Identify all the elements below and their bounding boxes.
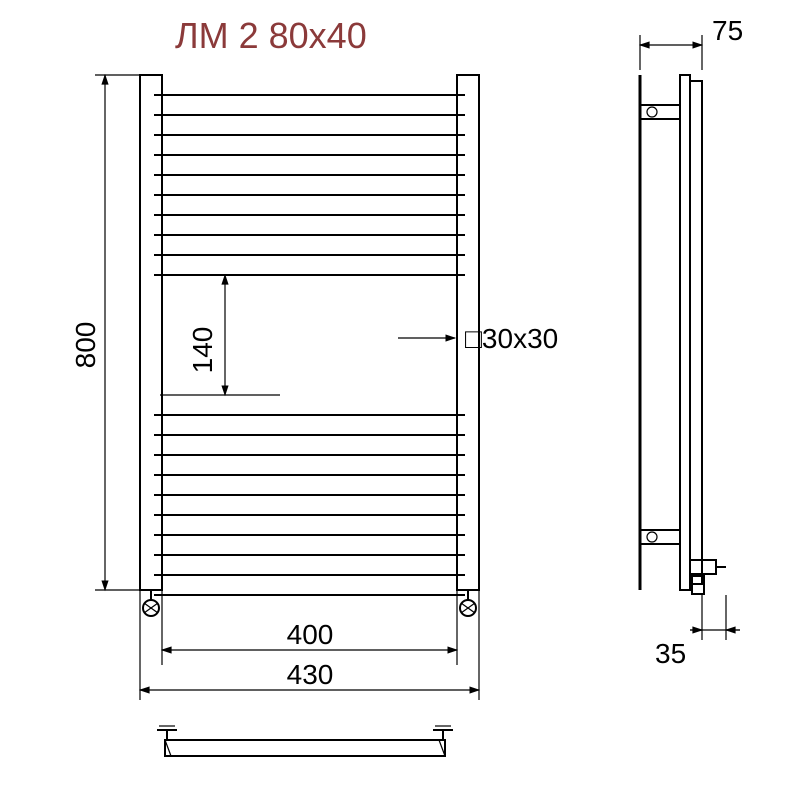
side-view (640, 75, 726, 594)
dim-width-inner: 400 (162, 590, 457, 665)
dim-depth-label: 75 (712, 15, 743, 46)
dim-tube-label: □30x30 (465, 323, 558, 354)
dim-offset-label: 35 (655, 638, 686, 669)
dim-tube: □30x30 (398, 323, 558, 354)
dim-offset: 35 (655, 595, 740, 669)
bottom-valves (143, 590, 476, 616)
dim-height: 800 (70, 75, 140, 590)
dim-depth: 75 (640, 15, 743, 70)
dim-width-outer-label: 430 (287, 659, 334, 690)
dim-height-label: 800 (70, 322, 101, 369)
diagram-title: ЛМ 2 80x40 (175, 15, 367, 56)
top-view (157, 726, 453, 756)
dim-gap-label: 140 (187, 327, 218, 374)
dim-width-inner-label: 400 (287, 619, 334, 650)
dim-gap: 140 (160, 275, 280, 395)
